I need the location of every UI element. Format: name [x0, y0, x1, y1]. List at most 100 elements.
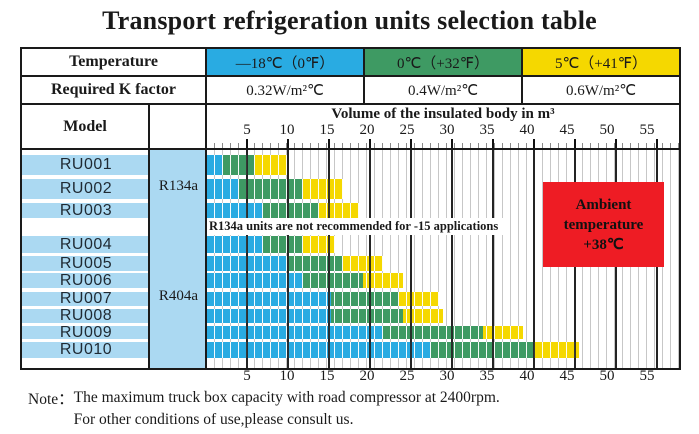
bar-segment-plus5c — [399, 292, 439, 306]
capacity-bar-ru006 — [207, 273, 403, 288]
temperature-row: Temperature —18℃（0℉） 0℃（+32℉） 5℃（+41℉） — [22, 49, 679, 77]
axis-tick-label-55: 55 — [639, 368, 655, 384]
model-cell-ru008: RU008 — [22, 307, 150, 324]
refrigerant-header-cell — [150, 105, 207, 148]
model-cell-ru001: RU001 — [22, 155, 150, 175]
model-cell-ru007: RU007 — [22, 290, 150, 307]
bar-segment-minus18c — [207, 203, 263, 218]
top-axis-labels: 5 10 15 20 25 30 35 40 45 50 55 — [207, 122, 679, 139]
axis-tick-label-25: 25 — [399, 122, 415, 138]
ambient-temperature-box: Ambient temperature +38℃ — [543, 182, 664, 267]
axis-tick-label-5: 5 — [243, 122, 251, 138]
bar-segment-0c — [331, 309, 403, 323]
axis-title: Volume of the insulated body in m³ — [331, 106, 555, 122]
model-cell-ru006: RU006 — [22, 272, 150, 289]
temp-cell-0: 0℃（+32℉） — [365, 49, 523, 75]
bar-segment-plus5c — [255, 155, 287, 175]
page-title: Transport refrigeration units selection … — [102, 6, 597, 35]
bar-segment-0c — [287, 256, 343, 271]
axis-tick-label-10: 10 — [279, 122, 295, 138]
bar-segment-0c — [239, 179, 303, 199]
bar-segment-minus18c — [207, 236, 263, 253]
axis-tick-label-20: 20 — [359, 122, 375, 138]
bar-segment-0c — [263, 236, 303, 253]
capacity-bar-ru002 — [207, 179, 343, 199]
chart-body: RU001 RU002 RU003 RU004 RU005 RU006 RU007 RU008… — [22, 150, 679, 368]
refrigerant-label-r404a: R404a — [158, 288, 199, 304]
chart-plot-area: R134a units are not recommended for -15 … — [207, 150, 679, 368]
chart-header-cell: Volume of the insulated body in m³ 5 10 15… — [207, 105, 679, 148]
temp-cell-plus5: 5℃（+41℉） — [523, 49, 679, 75]
bar-segment-plus5c — [319, 203, 359, 218]
selection-table: Temperature —18℃（0℉） 0℃（+32℉） 5℃（+41℉） R… — [20, 47, 681, 370]
axis-tick-label-15: 15 — [319, 368, 335, 384]
bar-segment-minus18c — [207, 273, 303, 288]
ambient-line-2: temperature — [563, 216, 644, 233]
capacity-bar-ru005 — [207, 256, 383, 271]
axis-tick-label-50: 50 — [599, 122, 615, 138]
axis-tick-label-20: 20 — [359, 368, 375, 384]
refrigerant-column: R134a R404a — [150, 150, 207, 368]
capacity-bar-ru007 — [207, 292, 439, 306]
bar-segment-plus5c — [403, 309, 443, 323]
model-cell-ru002: RU002 — [22, 179, 150, 199]
refrigerant-label-r134a: R134a — [158, 178, 199, 194]
axis-tick-label-30: 30 — [439, 368, 455, 384]
axis-tick-label-15: 15 — [319, 122, 335, 138]
column-divider-model-refrigerant — [148, 150, 150, 368]
temperature-row-label: Temperature — [22, 49, 207, 75]
k-cell-plus5: 0.6W/m²℃ — [523, 77, 679, 103]
capacity-bar-ru010 — [207, 342, 579, 358]
bar-segment-0c — [303, 273, 363, 288]
capacity-bar-ru008 — [207, 309, 443, 323]
axis-tick-label-30: 30 — [439, 122, 455, 138]
axis-tick-label-25: 25 — [399, 368, 415, 384]
bar-segment-plus5c — [483, 326, 523, 339]
model-cell-ru003: RU003 — [22, 202, 150, 219]
footnote-line-2: For other conditions of use,please consu… — [73, 411, 354, 428]
bar-segment-minus18c — [207, 309, 331, 323]
axis-tick-label-45: 45 — [559, 122, 575, 138]
footnote: Note： The maximum truck box capacity wit… — [28, 387, 500, 431]
bar-segment-plus5c — [535, 342, 579, 358]
bar-segment-0c — [223, 155, 255, 175]
axis-tick-label-5: 5 — [243, 368, 251, 384]
footnote-line-1: The maximum truck box capacity with road… — [73, 389, 500, 406]
bar-segment-minus18c — [207, 342, 431, 358]
bar-segment-plus5c — [343, 256, 383, 271]
capacity-bar-ru009 — [207, 326, 523, 339]
axis-tick-label-40: 40 — [519, 368, 535, 384]
model-header-label: Model — [22, 105, 150, 148]
bar-segment-minus18c — [207, 256, 287, 271]
axis-tick-label-40: 40 — [519, 122, 535, 138]
k-cell-0: 0.4W/m²℃ — [365, 77, 523, 103]
column-divider-refrigerant-chart — [205, 150, 207, 368]
axis-tick-label-10: 10 — [279, 368, 295, 384]
model-header-row: Model Volume of the insulated body in m³… — [22, 105, 679, 150]
axis-tick-marks — [207, 139, 679, 148]
bar-segment-minus18c — [207, 292, 331, 306]
bar-segment-plus5c — [303, 236, 335, 253]
model-cell-ru005: RU005 — [22, 255, 150, 272]
axis-tick-label-50: 50 — [599, 368, 615, 384]
capacity-bar-ru001 — [207, 155, 287, 175]
ambient-line-1: Ambient — [575, 196, 632, 213]
axis-tick-label-35: 35 — [479, 122, 495, 138]
r134a-warning-note: R134a units are not recommended for -15 … — [207, 218, 505, 235]
bar-segment-0c — [431, 342, 535, 358]
axis-tick-label-45: 45 — [559, 368, 575, 384]
bar-segment-minus18c — [207, 179, 239, 199]
ambient-line-3: +38℃ — [583, 236, 624, 253]
k-factor-row: Required K factor 0.32W/m²℃ 0.4W/m²℃ 0.6… — [22, 77, 679, 105]
bar-segment-plus5c — [303, 179, 343, 199]
bar-segment-0c — [383, 326, 483, 339]
bottom-axis-labels: 5 10 15 20 25 30 35 40 45 50 55 — [207, 368, 679, 385]
model-cell-ru010: RU010 — [22, 341, 150, 358]
capacity-bar-ru003 — [207, 203, 359, 218]
model-cell-ru004: RU004 — [22, 236, 150, 253]
model-cell-ru009: RU009 — [22, 324, 150, 341]
footnote-label: Note： — [28, 391, 74, 408]
k-cell-minus18: 0.32W/m²℃ — [207, 77, 365, 103]
bar-segment-minus18c — [207, 326, 383, 339]
